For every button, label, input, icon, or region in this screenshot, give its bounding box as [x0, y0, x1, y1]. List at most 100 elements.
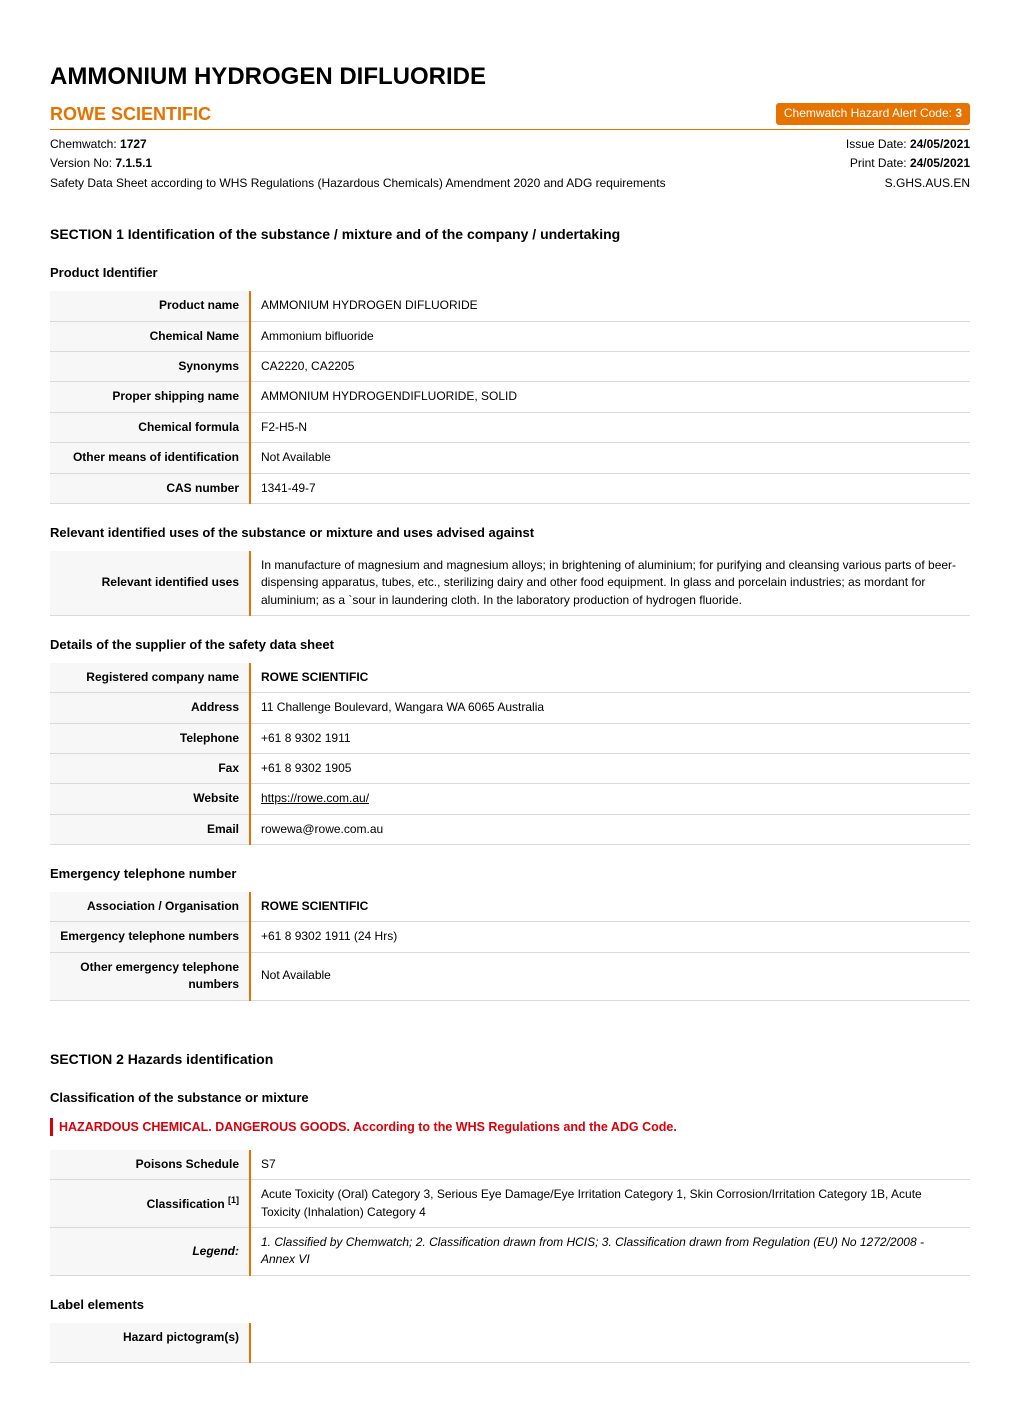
uses-heading: Relevant identified uses of the substanc… [50, 524, 970, 543]
row-label: Product name [50, 291, 250, 321]
classification-table: Poisons ScheduleS7 Classification [1]Acu… [50, 1150, 970, 1276]
row-value: https://rowe.com.au/ [250, 784, 970, 814]
table-row: Proper shipping nameAMMONIUM HYDROGENDIF… [50, 382, 970, 412]
row-label: Poisons Schedule [50, 1150, 250, 1180]
hazard-alert-badge: Chemwatch Hazard Alert Code: 3 [776, 103, 970, 124]
table-row: Address11 Challenge Boulevard, Wangara W… [50, 693, 970, 723]
table-row: Legend:1. Classified by Chemwatch; 2. Cl… [50, 1227, 970, 1275]
meta-row-1: Chemwatch: 1727 Issue Date: 24/05/2021 [50, 136, 970, 153]
table-row: Emailrowewa@rowe.com.au [50, 814, 970, 844]
print-date-label: Print Date: [850, 156, 910, 170]
row-label: Legend: [50, 1227, 250, 1275]
row-value: Not Available [250, 952, 970, 1000]
row-label: Email [50, 814, 250, 844]
header-underline [50, 129, 970, 130]
version-label: Version No: [50, 156, 115, 170]
row-label: Emergency telephone numbers [50, 922, 250, 952]
emergency-heading: Emergency telephone number [50, 865, 970, 884]
table-row: Telephone+61 8 9302 1911 [50, 723, 970, 753]
table-row: Relevant identified usesIn manufacture o… [50, 551, 970, 616]
row-label: Chemical formula [50, 412, 250, 442]
row-label: Registered company name [50, 663, 250, 693]
supplier-table: Registered company nameROWE SCIENTIFIC A… [50, 663, 970, 845]
row-label: Telephone [50, 723, 250, 753]
row-label: Synonyms [50, 351, 250, 381]
row-value: In manufacture of magnesium and magnesiu… [250, 551, 970, 616]
sds-description: Safety Data Sheet according to WHS Regul… [50, 175, 666, 192]
table-row: Product nameAMMONIUM HYDROGEN DIFLUORIDE [50, 291, 970, 321]
hazard-badge-prefix: Chemwatch Hazard Alert Code: [784, 106, 955, 120]
chemwatch-value: 1727 [120, 137, 147, 151]
row-value: +61 8 9302 1905 [250, 753, 970, 783]
hazard-warning: HAZARDOUS CHEMICAL. DANGEROUS GOODS. Acc… [50, 1118, 970, 1136]
meta-row-2: Version No: 7.1.5.1 Print Date: 24/05/20… [50, 155, 970, 172]
meta-row-3: Safety Data Sheet according to WHS Regul… [50, 175, 970, 192]
version-value: 7.1.5.1 [115, 156, 152, 170]
row-label: Address [50, 693, 250, 723]
row-value: AMMONIUM HYDROGENDIFLUORIDE, SOLID [250, 382, 970, 412]
row-label: Hazard pictogram(s) [50, 1323, 250, 1363]
row-value: F2-H5-N [250, 412, 970, 442]
table-row: Emergency telephone numbers+61 8 9302 19… [50, 922, 970, 952]
issue-date-value: 24/05/2021 [910, 137, 970, 151]
row-value: +61 8 9302 1911 [250, 723, 970, 753]
section-1-title: SECTION 1 Identification of the substanc… [50, 224, 970, 244]
row-label: Association / Organisation [50, 892, 250, 922]
row-label: Proper shipping name [50, 382, 250, 412]
row-value: 1. Classified by Chemwatch; 2. Classific… [250, 1227, 970, 1275]
row-value: Not Available [250, 443, 970, 473]
row-label: Classification [1] [50, 1180, 250, 1228]
table-row: CAS number1341-49-7 [50, 473, 970, 503]
print-date-value: 24/05/2021 [910, 156, 970, 170]
section-2-title: SECTION 2 Hazards identification [50, 1049, 970, 1069]
row-value: Acute Toxicity (Oral) Category 3, Seriou… [250, 1180, 970, 1228]
label-elements-heading: Label elements [50, 1296, 970, 1315]
table-row: Chemical formulaF2-H5-N [50, 412, 970, 442]
table-row: Chemical NameAmmonium bifluoride [50, 321, 970, 351]
classification-heading: Classification of the substance or mixtu… [50, 1089, 970, 1108]
row-value: CA2220, CA2205 [250, 351, 970, 381]
table-row: Other means of identificationNot Availab… [50, 443, 970, 473]
footnote-marker: [1] [228, 1195, 239, 1205]
row-value [250, 1323, 970, 1363]
row-value: AMMONIUM HYDROGEN DIFLUORIDE [250, 291, 970, 321]
row-label: Other means of identification [50, 443, 250, 473]
table-row: Poisons ScheduleS7 [50, 1150, 970, 1180]
row-label: Website [50, 784, 250, 814]
issue-date-label: Issue Date: [846, 137, 910, 151]
product-identifier-heading: Product Identifier [50, 264, 970, 283]
table-row: Registered company nameROWE SCIENTIFIC [50, 663, 970, 693]
hazard-badge-code: 3 [955, 106, 962, 120]
row-label: Relevant identified uses [50, 551, 250, 616]
uses-table: Relevant identified usesIn manufacture o… [50, 551, 970, 616]
chemwatch-label: Chemwatch: [50, 137, 120, 151]
row-value: Ammonium bifluoride [250, 321, 970, 351]
table-row: Hazard pictogram(s) [50, 1323, 970, 1363]
document-title: AMMONIUM HYDROGEN DIFLUORIDE [50, 60, 970, 95]
table-row: Fax+61 8 9302 1905 [50, 753, 970, 783]
row-value: ROWE SCIENTIFIC [250, 892, 970, 922]
website-link[interactable]: https://rowe.com.au/ [261, 791, 369, 805]
label-elements-table: Hazard pictogram(s) [50, 1323, 970, 1363]
table-row: Classification [1]Acute Toxicity (Oral) … [50, 1180, 970, 1228]
product-identifier-table: Product nameAMMONIUM HYDROGEN DIFLUORIDE… [50, 291, 970, 504]
row-label: Chemical Name [50, 321, 250, 351]
row-label: Fax [50, 753, 250, 783]
row-value: +61 8 9302 1911 (24 Hrs) [250, 922, 970, 952]
row-value: rowewa@rowe.com.au [250, 814, 970, 844]
emergency-table: Association / OrganisationROWE SCIENTIFI… [50, 892, 970, 1001]
locale-code: S.GHS.AUS.EN [885, 175, 970, 192]
row-label: Other emergency telephone numbers [50, 952, 250, 1000]
company-name: ROWE SCIENTIFIC [50, 101, 211, 127]
supplier-heading: Details of the supplier of the safety da… [50, 636, 970, 655]
table-row: Website https://rowe.com.au/ [50, 784, 970, 814]
row-value: 11 Challenge Boulevard, Wangara WA 6065 … [250, 693, 970, 723]
subtitle-row: ROWE SCIENTIFIC Chemwatch Hazard Alert C… [50, 101, 970, 127]
row-value: ROWE SCIENTIFIC [250, 663, 970, 693]
table-row: SynonymsCA2220, CA2205 [50, 351, 970, 381]
table-row: Association / OrganisationROWE SCIENTIFI… [50, 892, 970, 922]
table-row: Other emergency telephone numbersNot Ava… [50, 952, 970, 1000]
row-label: CAS number [50, 473, 250, 503]
row-value: S7 [250, 1150, 970, 1180]
row-value: 1341-49-7 [250, 473, 970, 503]
